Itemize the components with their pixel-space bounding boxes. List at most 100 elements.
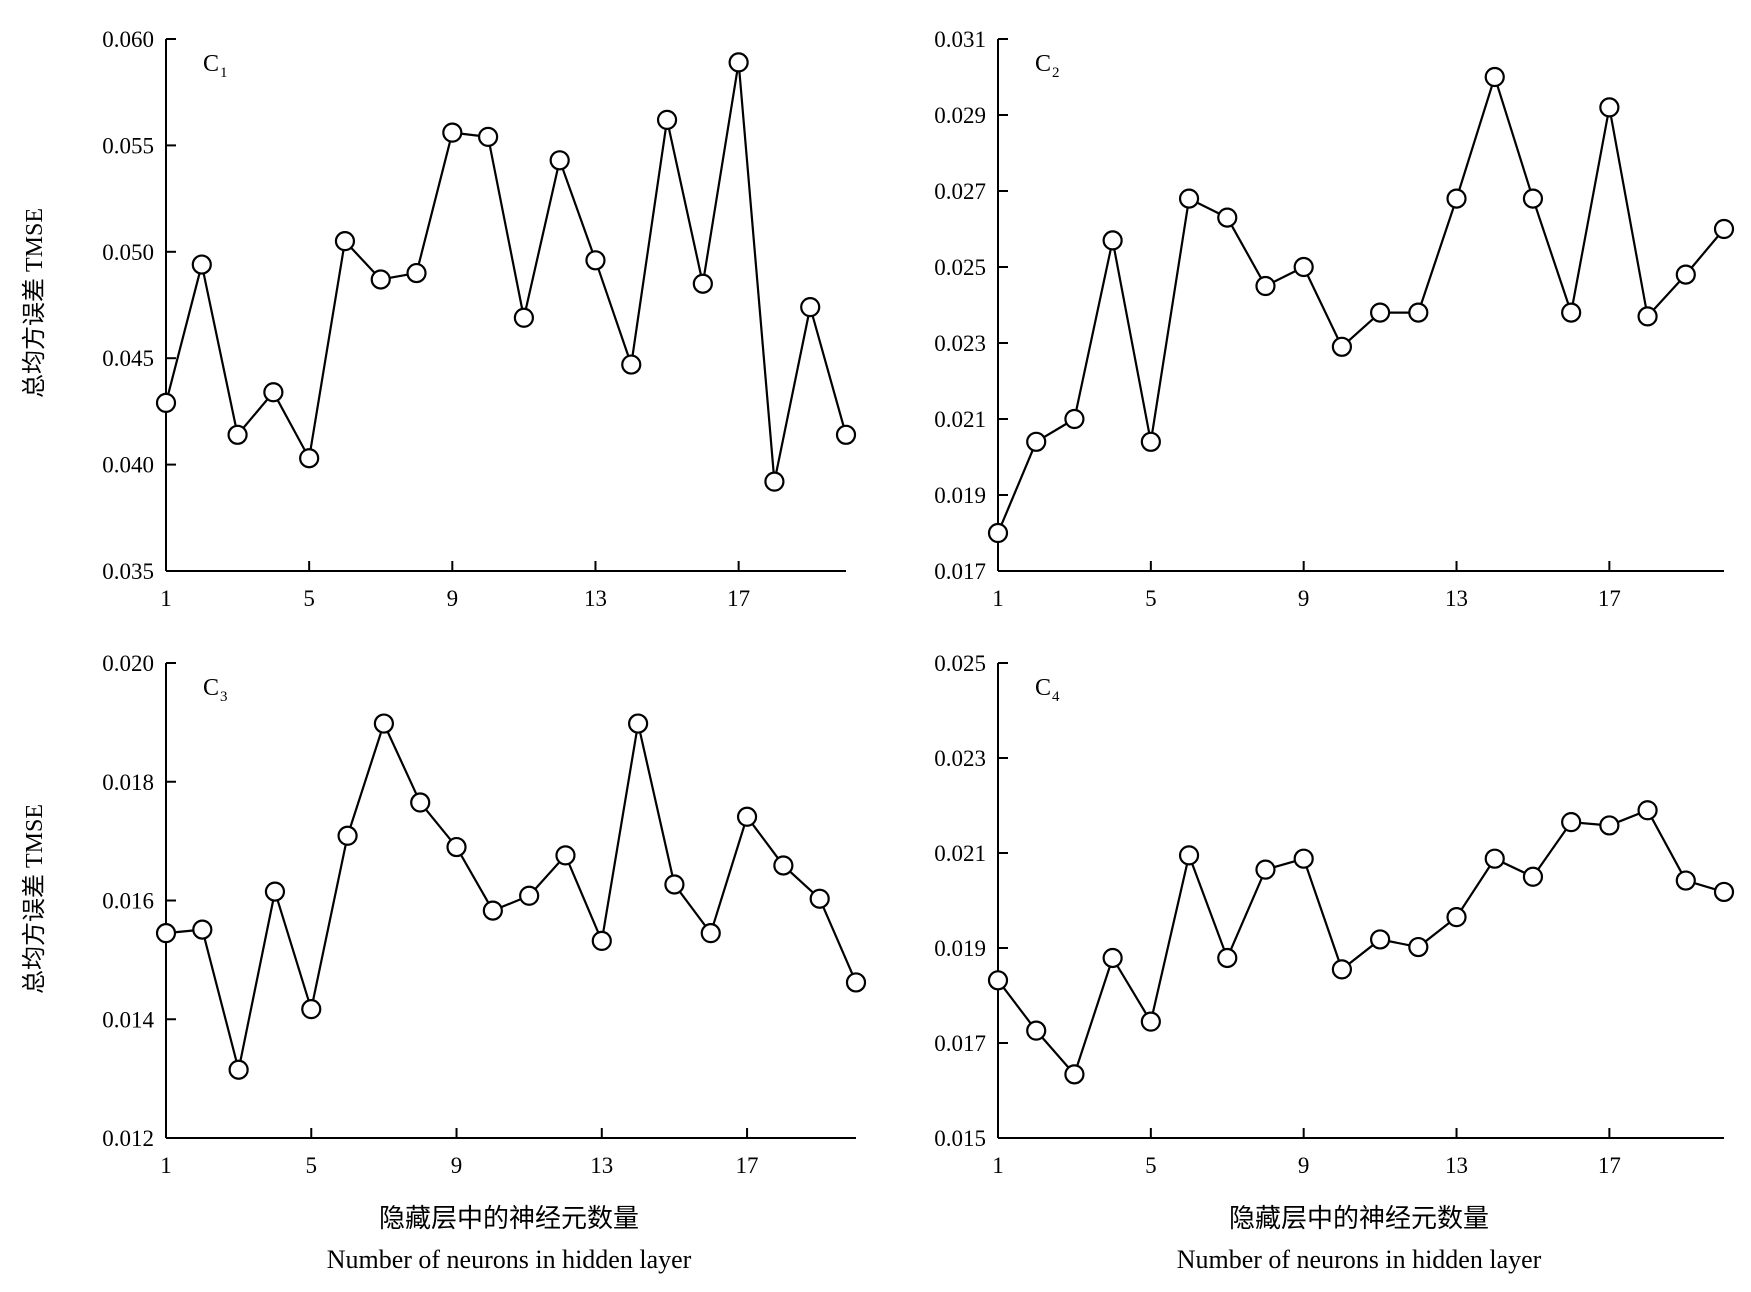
data-point-c3 [736,806,758,827]
data-point-c3 [373,713,394,734]
panel-label-c1: C [203,51,219,77]
y-tick-label-c2: 0.017 [934,559,986,584]
y-tick-label-c4: 0.019 [934,936,986,961]
data-point-c3 [264,881,286,902]
x-tick-label-c4: 13 [1445,1153,1468,1178]
data-point-c1 [692,273,713,294]
y-tick-label-c2: 0.025 [934,255,986,280]
x-tick-label-c3: 17 [736,1153,759,1178]
data-point-c4 [1217,947,1238,969]
data-point-c2 [1178,188,1200,209]
data-point-c3 [301,999,322,1020]
y-tick-label-c4: 0.015 [934,1126,986,1151]
x-tick-label-c1: 17 [727,586,750,611]
data-point-c2 [1408,302,1429,323]
data-point-c4 [1026,1020,1047,1041]
data-point-c4 [1599,815,1620,836]
panel-label-sub-c2: 2 [1052,65,1060,81]
y-tick-label-c3: 0.014 [102,1007,154,1032]
xlabel-en-right: Number of neurons in hidden layer [1177,1245,1542,1274]
data-point-c3 [482,900,503,921]
y-tick-label-c1: 0.040 [102,453,154,478]
panel-label-c3: C [203,675,219,701]
data-point-c4 [1331,959,1352,980]
data-point-c1 [800,297,821,318]
y-tick-label-c2: 0.021 [934,407,986,432]
y-tick-label-c3: 0.016 [102,889,154,914]
data-point-c3 [773,855,794,876]
data-point-c3 [809,888,830,909]
series-line-c4 [997,808,1725,1077]
x-tick-label-c2: 13 [1445,586,1468,611]
data-point-c1 [549,150,570,171]
data-point-c3 [155,923,177,944]
data-point-c3 [700,923,721,944]
x-tick-label-c1: 5 [303,586,315,611]
data-point-c2 [1675,264,1696,285]
series-line-c1 [164,62,848,482]
data-point-c2 [1522,188,1544,209]
data-point-c2 [1637,306,1658,327]
data-point-c4 [1140,1011,1161,1032]
x-tick-label-c3: 1 [160,1153,172,1178]
data-point-c2 [1484,66,1505,88]
y-tick-label-c3: 0.020 [102,651,154,676]
panel-label-sub-c3: 3 [220,689,228,705]
xlabel-cn-right: 隐藏层中的神经元数量 [1229,1204,1489,1233]
data-point-c3 [192,919,213,940]
x-tick-label-c4: 5 [1145,1153,1157,1178]
data-point-c4 [987,970,1009,991]
data-point-c2 [1713,218,1735,240]
data-point-c4 [1255,859,1276,880]
data-point-c1 [406,262,427,284]
x-tick-label-c4: 9 [1298,1153,1310,1178]
x-tick-label-c2: 5 [1145,586,1157,611]
x-tick-label-c2: 17 [1598,586,1621,611]
data-point-c4 [1178,845,1200,866]
data-point-c1 [191,254,212,275]
x-tick-label-c3: 9 [451,1153,463,1178]
data-point-c4 [1637,800,1658,821]
data-point-c2 [1064,408,1085,430]
data-point-c1 [621,354,642,375]
xlabel-cn-left: 隐藏层中的神经元数量 [379,1204,639,1233]
data-point-c1 [764,471,785,492]
data-point-c1 [585,250,606,271]
x-tick-label-c3: 13 [590,1153,613,1178]
x-tick-label-c3: 5 [306,1153,318,1178]
y-tick-label-c1: 0.060 [102,27,154,52]
data-point-c1 [263,382,284,403]
data-point-c2 [1331,336,1352,357]
y-tick-label-c4: 0.023 [934,746,986,771]
data-point-c4 [1408,936,1429,958]
panel-label-c4: C [1035,675,1051,701]
data-point-c1 [299,448,320,469]
data-point-c2 [987,522,1009,544]
y-tick-label-c1: 0.035 [102,559,154,584]
data-point-c3 [337,825,358,846]
data-point-c1 [513,307,534,328]
data-point-c2 [1561,302,1582,323]
data-point-c2 [1140,431,1161,452]
y-tick-label-c2: 0.019 [934,483,986,508]
data-point-c2 [1217,207,1238,228]
y-tick-label-c4: 0.021 [934,841,986,866]
y-tick-label-c1: 0.045 [102,346,154,371]
data-point-c3 [555,845,576,866]
series-line-c2 [996,73,1725,534]
data-point-c1 [370,269,391,290]
data-point-c3 [591,930,612,951]
data-point-c4 [1675,870,1696,891]
panel-c2: 0.017 0.019 0.021 0.023 0.025 0.027 0.029 0.031… [934,27,1735,611]
data-point-c4 [1370,929,1391,950]
data-point-c3 [228,1059,249,1080]
panel-c4: 0.015 0.017 0.019 0.021 0.023 0.025 1 5 9 13 17 C 4 [934,651,1735,1178]
data-point-c3 [446,836,467,858]
data-point-c2 [1293,256,1314,278]
data-point-c1 [835,424,857,445]
data-point-c2 [1102,230,1123,251]
y-tick-label-c2: 0.029 [934,103,986,128]
data-point-c3 [628,713,649,734]
